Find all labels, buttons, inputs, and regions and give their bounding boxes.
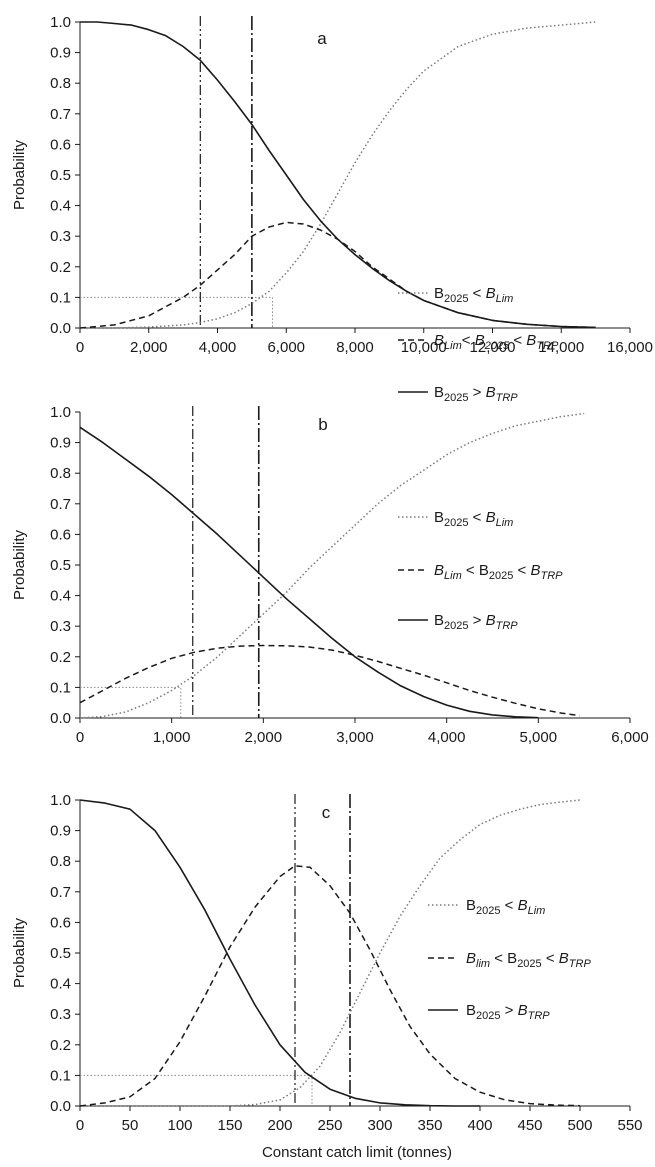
y-tick-label: 0.6 (50, 914, 71, 931)
panel-label: a (317, 29, 327, 48)
x-tick-label: 8,000 (336, 339, 374, 356)
legend-label: Blim < B2025 < BTRP (466, 950, 591, 970)
y-tick-label: 1.0 (50, 404, 71, 421)
y-tick-label: 0.0 (50, 710, 71, 727)
series-line-dotted (79, 412, 585, 719)
y-tick-label: 0.9 (50, 45, 71, 62)
y-tick-label: 0.9 (50, 823, 71, 840)
y-tick-label: 1.0 (50, 792, 71, 809)
y-tick-label: 0.9 (50, 435, 71, 452)
x-tick-label: 6,000 (267, 339, 305, 356)
panel-a: 0.0 0.1 0.2 0.3 0.4 0.5 0.6 0.7 0.8 0.9 1.0 0 2,000 4… (11, 14, 653, 404)
x-tick-label: 4,000 (199, 339, 237, 356)
legend-label: B2025 < BLim (466, 897, 545, 917)
y-tick-label: 0.5 (50, 167, 71, 184)
y-tick-label: 0.0 (50, 1098, 71, 1115)
x-tick-label: 550 (617, 1117, 642, 1134)
y-tick-label: 0.1 (50, 289, 71, 306)
x-tick-label: 2,000 (245, 729, 283, 746)
y-tick-label: 0.3 (50, 228, 71, 245)
series-line-dashed (79, 865, 581, 1107)
y-tick-label: 1.0 (50, 14, 71, 31)
x-tick-label: 16,000 (607, 339, 653, 356)
x-tick-label: 5,000 (520, 729, 558, 746)
x-tick-label: 500 (567, 1117, 592, 1134)
legend-label: B2025 > BTRP (434, 384, 518, 404)
x-tick-label: 200 (267, 1117, 292, 1134)
panel-label: c (322, 803, 331, 822)
x-axis-title: Constant catch limit (tonnes) (262, 1144, 452, 1161)
y-tick-label: 0.2 (50, 649, 71, 666)
x-tick-label: 250 (317, 1117, 342, 1134)
y-tick-label: 0.5 (50, 557, 71, 574)
x-tick-label: 14,000 (538, 339, 584, 356)
legend-label: B2025 > BTRP (434, 612, 518, 632)
series-line-dotted (80, 21, 596, 329)
y-axis-title: Probability (11, 917, 28, 988)
series-line-solid (80, 21, 596, 329)
x-tick-label: 450 (517, 1117, 542, 1134)
legend-label: B2025 < BLim (434, 285, 513, 305)
legend-label: BLim < B2025 < BTRP (434, 562, 563, 582)
y-axis-title: Probability (11, 139, 28, 210)
x-tick-label: 6,000 (611, 729, 649, 746)
y-tick-label: 0.3 (50, 1006, 71, 1023)
y-tick-label: 0.7 (50, 106, 71, 123)
panel-c: 0.0 0.1 0.2 0.3 0.4 0.5 0.6 0.7 0.8 0.9 1.0 0 50 100 1… (11, 792, 643, 1161)
y-tick-label: 0.2 (50, 259, 71, 276)
y-tick-label: 0.0 (50, 320, 71, 337)
x-tick-label: 1,000 (153, 729, 191, 746)
y-tick-label: 0.6 (50, 526, 71, 543)
y-tick-label: 0.3 (50, 618, 71, 635)
y-tick-label: 0.8 (50, 465, 71, 482)
y-axis-title: Probability (11, 529, 28, 600)
x-tick-label: 400 (467, 1117, 492, 1134)
reference-line-0-1 (80, 1074, 313, 1106)
x-tick-label: 300 (367, 1117, 392, 1134)
x-tick-label: 0 (76, 1117, 84, 1134)
y-tick-label: 0.5 (50, 945, 71, 962)
panel-b: 0.0 0.1 0.2 0.3 0.4 0.5 0.6 0.7 0.8 0.9 1.0 0 1,000 2… (11, 404, 649, 746)
x-tick-label: 0 (76, 339, 84, 356)
x-tick-label: 50 (122, 1117, 139, 1134)
y-tick-label: 0.4 (50, 198, 71, 215)
y-tick-label: 0.4 (50, 976, 71, 993)
series-line-dotted (80, 799, 581, 1107)
y-tick-label: 0.7 (50, 496, 71, 513)
x-tick-label: 150 (217, 1117, 242, 1134)
series-line-dashed (79, 644, 580, 717)
x-tick-label: 0 (76, 729, 84, 746)
x-tick-label: 3,000 (336, 729, 374, 746)
reference-line-0-1 (80, 686, 182, 718)
x-tick-label: 4,000 (428, 729, 466, 746)
y-tick-label: 0.4 (50, 588, 71, 605)
y-tick-label: 0.1 (50, 1067, 71, 1084)
x-tick-label: 10,000 (401, 339, 447, 356)
series-line-solid (79, 426, 539, 719)
x-tick-label: 350 (417, 1117, 442, 1134)
y-tick-label: 0.2 (50, 1037, 71, 1054)
y-tick-label: 0.8 (50, 75, 71, 92)
x-tick-label: 2,000 (130, 339, 168, 356)
x-tick-label: 100 (167, 1117, 192, 1134)
legend-label: B2025 < BLim (434, 509, 513, 529)
legend-label: BLim< B2025 < BTRP (434, 332, 559, 352)
y-tick-label: 0.6 (50, 136, 71, 153)
y-tick-label: 0.8 (50, 853, 71, 870)
panel-label: b (318, 415, 327, 434)
y-tick-label: 0.1 (50, 679, 71, 696)
series-line-solid (79, 799, 480, 1107)
legend-label: B2025 > BTRP (466, 1002, 550, 1022)
reference-line-0-1 (80, 296, 273, 328)
y-tick-label: 0.7 (50, 884, 71, 901)
x-tick-label: 12,000 (470, 339, 516, 356)
